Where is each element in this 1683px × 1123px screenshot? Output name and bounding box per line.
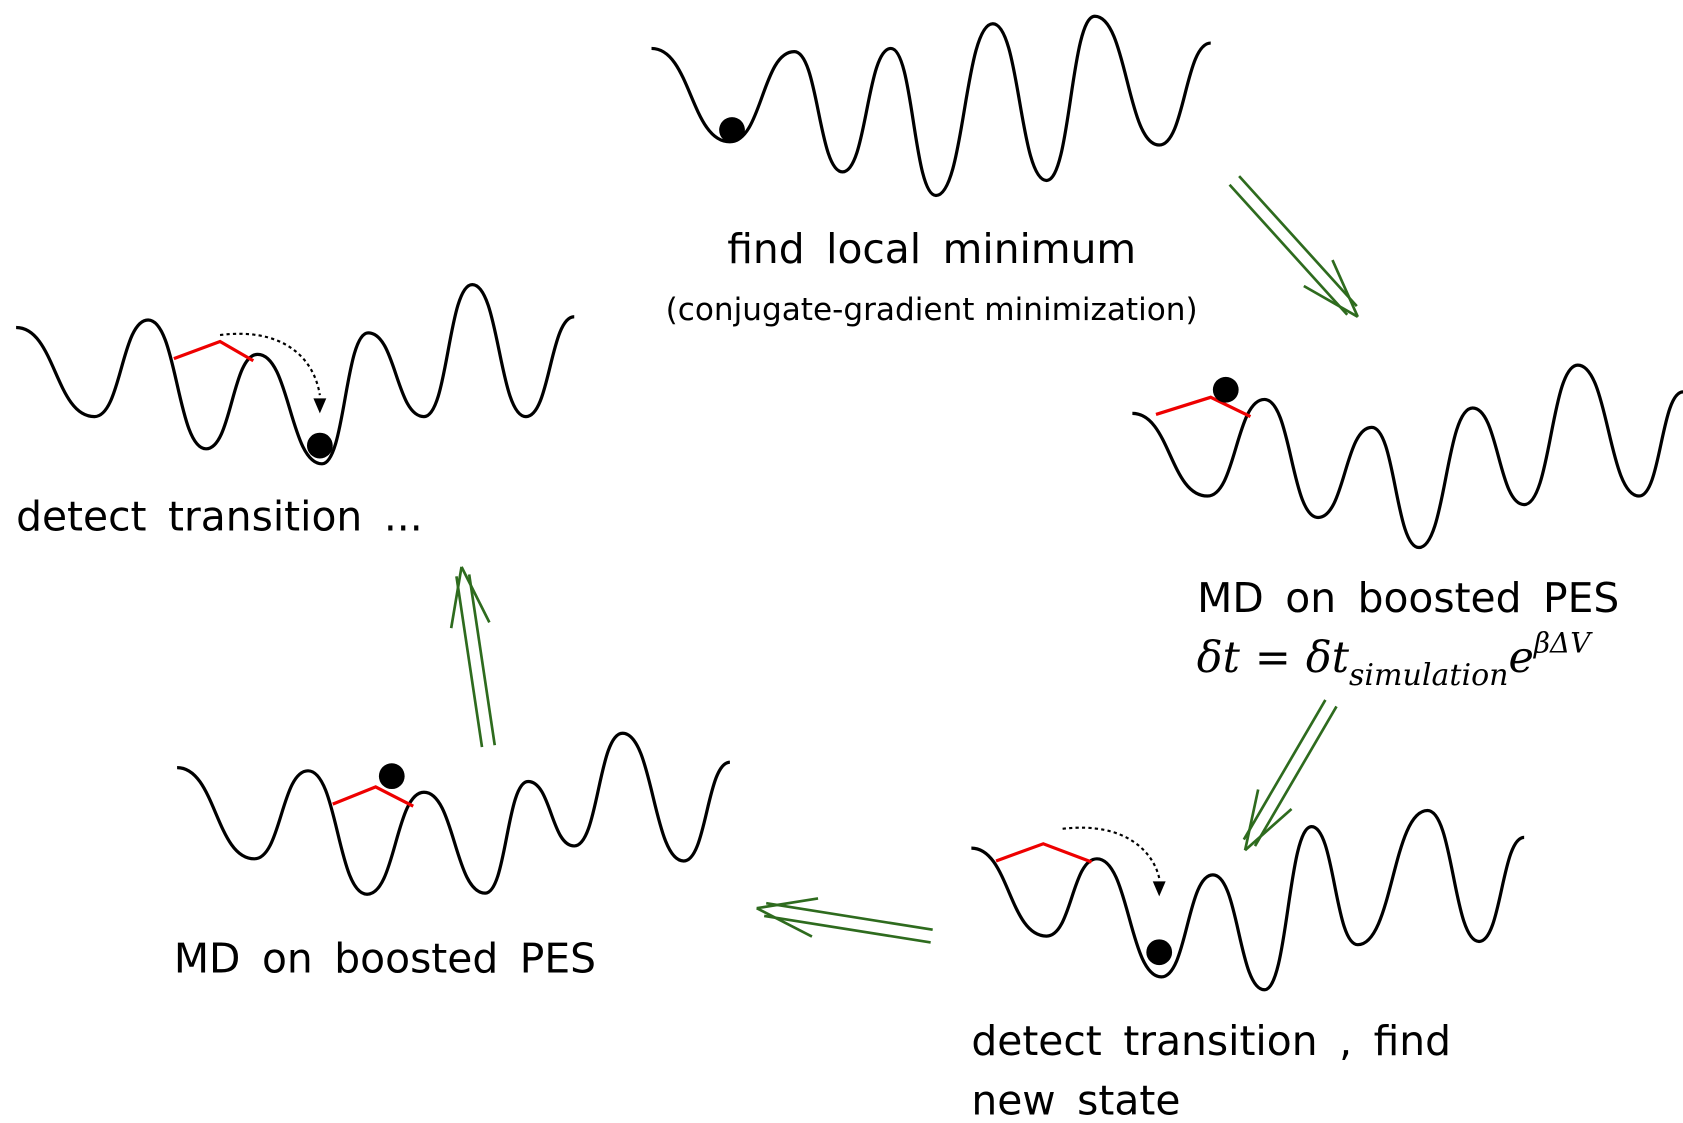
step-title: MD on boosted PES (1197, 574, 1619, 622)
particle (379, 763, 405, 789)
flow-arrow (1230, 185, 1348, 315)
step-title: MD on boosted PES (174, 935, 596, 983)
particle (1146, 939, 1172, 965)
energy-curve (652, 16, 1211, 195)
step-title: detect transition ... (16, 492, 423, 540)
boost-line (996, 844, 1092, 862)
energy-curve (177, 733, 730, 894)
flow-arrow (764, 916, 930, 943)
particle (1213, 377, 1239, 403)
boost-line (333, 787, 414, 806)
step-title: find local minimum (727, 225, 1136, 273)
formula-part: simulation (1349, 658, 1509, 693)
particle (719, 117, 745, 143)
diagram: find local minimum (conjugate-gradient m… (0, 0, 1683, 1123)
flow-arrow (469, 574, 495, 745)
formula: δt=δtsimulationeβΔV (1197, 627, 1593, 693)
step-line: detect transition , find (971, 1017, 1451, 1065)
hop-head (1153, 881, 1166, 896)
formula-part: δt (1306, 633, 1350, 683)
flow-arrow (1239, 176, 1357, 306)
flow-arrow (1244, 700, 1326, 840)
step-subtitle: (conjugate-gradient minimization) (666, 292, 1198, 328)
formula-part: e (1509, 633, 1534, 683)
formula-part: = (1255, 633, 1291, 683)
flow-arrow (1255, 706, 1337, 846)
energy-curve (16, 285, 574, 464)
hop-head (313, 398, 326, 413)
boost-line (174, 341, 253, 360)
boost-line (1156, 397, 1250, 416)
page: find local minimum (conjugate-gradient m… (0, 0, 1683, 1123)
formula-part: βΔV (1533, 627, 1593, 660)
step-line: new state (971, 1076, 1180, 1123)
particle (307, 433, 333, 459)
formula-part: δt (1197, 633, 1241, 683)
